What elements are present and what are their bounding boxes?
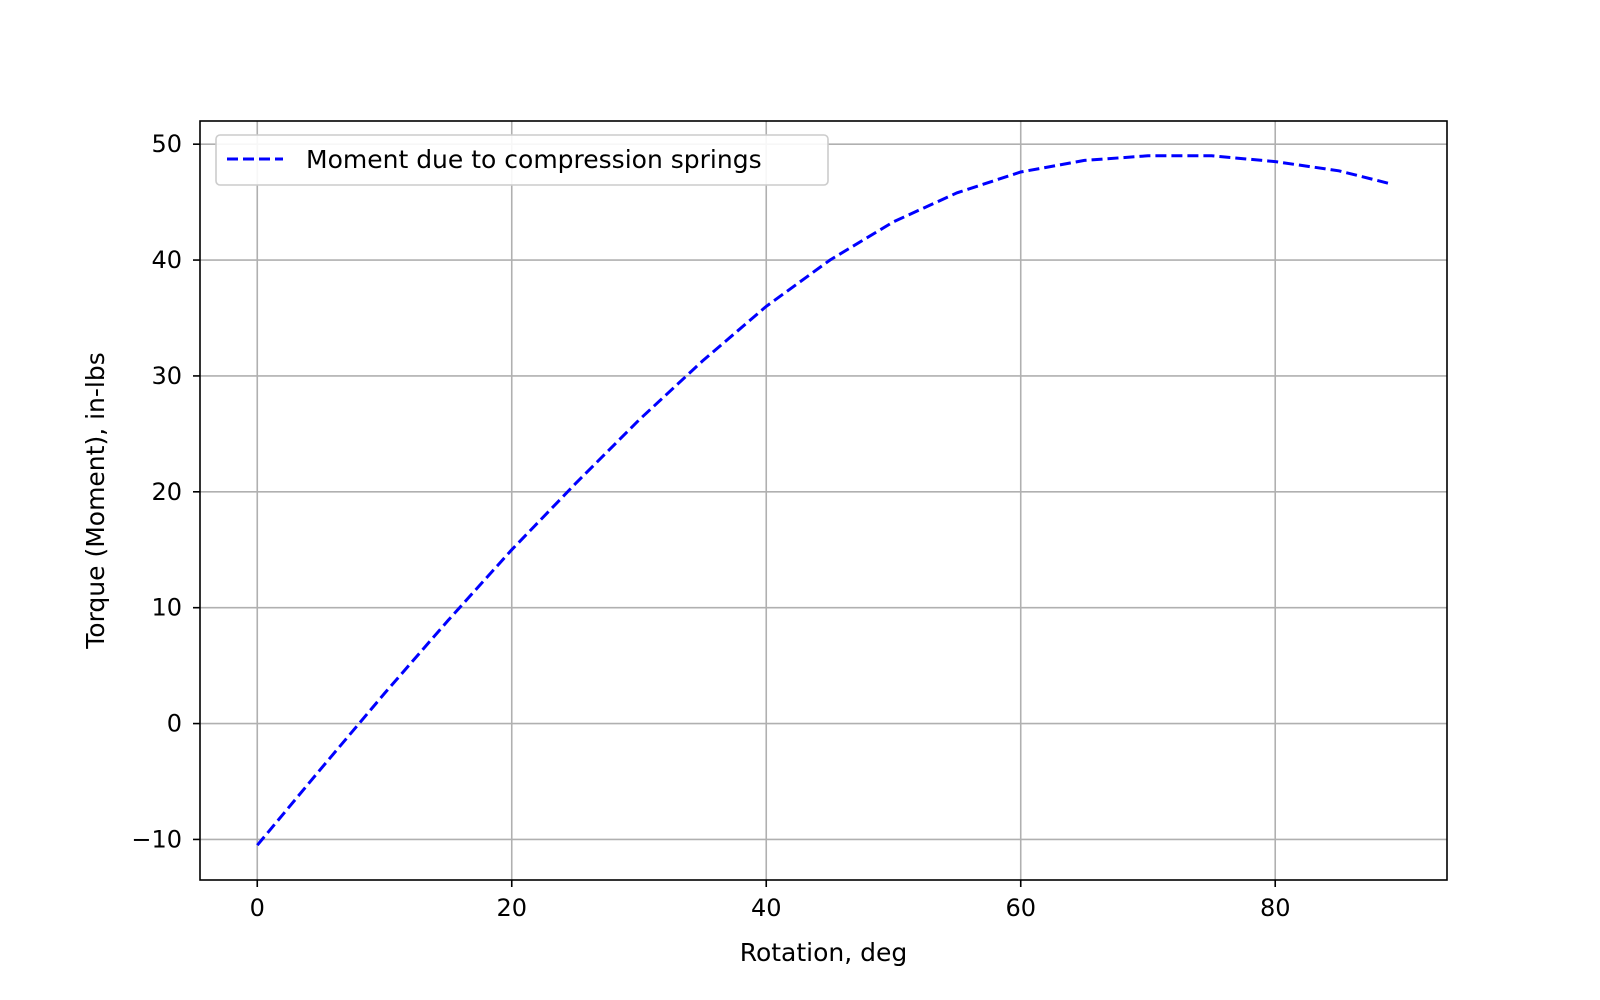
series-layer [256, 154, 1391, 847]
y-tick-label: 50 [151, 130, 182, 158]
x-tick-label: 40 [751, 894, 782, 922]
y-tick-label: 10 [151, 594, 182, 622]
x-tick-label: 20 [496, 894, 527, 922]
ticks: 0 20 40 60 80 −10 0 10 20 30 40 50 [131, 130, 1290, 922]
series-line [256, 154, 1391, 847]
y-tick-label: 40 [151, 246, 182, 274]
plot-frame [199, 120, 1448, 881]
legend: Moment due to compression springs [215, 134, 829, 186]
x-tick-label: 80 [1260, 894, 1291, 922]
x-tick-label: 60 [1005, 894, 1036, 922]
y-tick-label: −10 [131, 825, 182, 853]
grid [200, 121, 1447, 880]
x-axis-label: Rotation, deg [740, 938, 908, 967]
y-tick-label: 20 [151, 478, 182, 506]
x-tick-label: 0 [250, 894, 265, 922]
y-tick-label: 0 [167, 710, 182, 738]
legend-label: Moment due to compression springs [306, 145, 762, 174]
legend-box [215, 134, 829, 186]
y-axis-label: Torque (Moment), in-lbs [81, 352, 110, 650]
y-tick-label: 30 [151, 362, 182, 390]
